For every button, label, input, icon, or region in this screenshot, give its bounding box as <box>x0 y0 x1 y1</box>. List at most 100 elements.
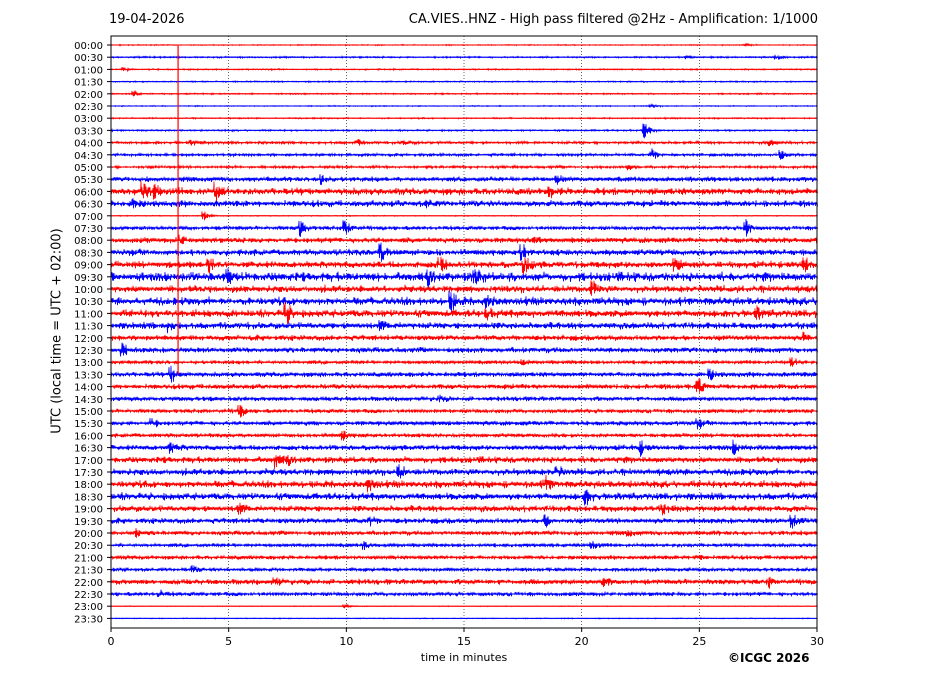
y-tick-label: 08:30 <box>74 248 103 259</box>
seismic-trace <box>110 90 818 97</box>
seismic-trace <box>110 116 818 121</box>
seismic-trace <box>110 540 818 551</box>
seismic-trace <box>110 514 818 529</box>
seismic-trace <box>110 174 818 185</box>
y-tick-label: 17:00 <box>74 456 103 467</box>
seismic-trace <box>110 242 818 262</box>
x-tick-label: 0 <box>108 635 115 648</box>
seismic-trace <box>110 564 818 573</box>
seismic-trace <box>110 430 818 441</box>
seismic-trace <box>110 331 818 342</box>
x-tick-label: 5 <box>225 635 232 648</box>
seismic-trace <box>110 102 818 109</box>
y-tick-label: 08:00 <box>74 236 103 247</box>
y-tick-label: 03:00 <box>74 114 103 125</box>
y-tick-label: 16:30 <box>74 444 103 455</box>
y-tick-label: 17:30 <box>74 468 103 479</box>
y-tick-label: 12:00 <box>74 334 103 345</box>
seismic-trace <box>110 139 818 147</box>
seismic-trace <box>110 378 818 393</box>
y-tick-label: 04:30 <box>74 151 103 162</box>
seismic-trace <box>110 54 818 60</box>
seismic-trace <box>110 418 818 430</box>
y-tick-label: 04:00 <box>74 139 103 150</box>
seismic-trace <box>110 404 818 418</box>
seismic-trace <box>110 589 818 598</box>
seismic-trace <box>110 454 818 469</box>
y-tick-label: 09:30 <box>74 273 103 284</box>
y-tick-label: 20:00 <box>74 529 103 540</box>
x-tick-label: 25 <box>692 635 706 648</box>
y-tick-label: 18:00 <box>74 480 103 491</box>
traces <box>110 42 818 620</box>
seismic-trace <box>110 163 818 171</box>
y-tick-label: 00:00 <box>74 41 103 52</box>
x-axis-ticks: 0 5 10 15 20 25 30 <box>108 628 824 648</box>
seismic-trace <box>110 357 818 367</box>
y-tick-label: 20:30 <box>74 541 103 552</box>
seismic-trace <box>110 319 818 334</box>
y-tick-label: 19:00 <box>74 505 103 516</box>
seismic-trace <box>110 527 818 538</box>
y-tick-label: 15:30 <box>74 419 103 430</box>
y-tick-label: 13:30 <box>74 370 103 381</box>
y-tick-label: 03:30 <box>74 126 103 137</box>
copyright-label: ©ICGC 2026 <box>728 651 810 665</box>
seismic-trace <box>110 267 818 288</box>
y-tick-label: 10:30 <box>74 297 103 308</box>
seismic-trace <box>110 256 818 275</box>
seismic-trace <box>110 502 818 516</box>
y-tick-label: 18:30 <box>74 492 103 503</box>
x-tick-label: 15 <box>457 635 471 648</box>
y-tick-label: 21:00 <box>74 553 103 564</box>
y-tick-label: 12:30 <box>74 346 103 357</box>
y-tick-label: 13:00 <box>74 358 103 369</box>
seismic-trace <box>110 603 818 609</box>
seismic-trace <box>110 66 818 73</box>
y-tick-label: 09:00 <box>74 261 103 272</box>
seismic-trace <box>110 464 818 479</box>
seismic-trace <box>110 218 818 237</box>
grid-lines <box>228 36 700 628</box>
seismic-trace <box>110 148 818 160</box>
y-tick-label: 14:00 <box>74 383 103 394</box>
y-tick-label: 05:00 <box>74 163 103 174</box>
plot-frame <box>110 35 818 629</box>
seismic-trace <box>110 181 818 203</box>
seismic-trace <box>110 554 818 561</box>
y-tick-label: 16:00 <box>74 431 103 442</box>
y-tick-label: 06:00 <box>74 187 103 198</box>
y-tick-label: 11:00 <box>74 309 103 320</box>
x-tick-label: 30 <box>810 635 824 648</box>
y-tick-label: 00:30 <box>74 53 103 64</box>
y-tick-label: 14:30 <box>74 395 103 406</box>
y-tick-label: 05:30 <box>74 175 103 186</box>
y-axis-label: UTC (local time = UTC + 02:00) <box>49 228 65 434</box>
seismic-trace <box>110 234 818 245</box>
seismic-trace <box>110 474 818 493</box>
y-tick-label: 15:00 <box>74 407 103 418</box>
y-tick-label: 02:30 <box>74 102 103 113</box>
seismic-trace <box>110 365 818 383</box>
y-tick-label: 01:30 <box>74 78 103 89</box>
y-tick-label: 21:30 <box>74 566 103 577</box>
seismic-trace <box>110 394 818 403</box>
seismic-trace <box>110 302 818 325</box>
seismic-trace <box>110 290 818 313</box>
x-tick-label: 20 <box>575 635 589 648</box>
date-label: 19-04-2026 <box>109 12 185 27</box>
chart-title: CA.VIES..HNZ - High pass filtered @2Hz -… <box>408 12 818 27</box>
y-tick-label: 19:30 <box>74 517 103 528</box>
seismic-trace <box>110 123 818 139</box>
y-tick-label: 06:30 <box>74 200 103 211</box>
seismic-trace <box>110 79 818 84</box>
y-tick-label: 01:00 <box>74 65 103 76</box>
y-tick-label: 23:00 <box>74 602 103 613</box>
x-tick-label: 10 <box>339 635 353 648</box>
seismic-trace <box>110 42 818 47</box>
y-tick-label: 02:00 <box>74 90 103 101</box>
seismic-trace <box>110 439 818 457</box>
y-tick-label: 22:30 <box>74 590 103 601</box>
seismic-trace <box>110 342 818 357</box>
